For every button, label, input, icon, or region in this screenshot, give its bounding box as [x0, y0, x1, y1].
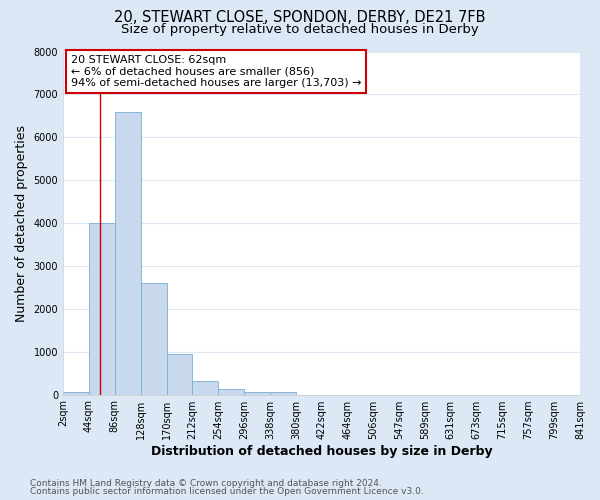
Text: 20 STEWART CLOSE: 62sqm
← 6% of detached houses are smaller (856)
94% of semi-de: 20 STEWART CLOSE: 62sqm ← 6% of detached… [71, 55, 361, 88]
Bar [193, 382, 218, 394]
Bar [140, 283, 167, 395]
Bar [270, 392, 296, 394]
Y-axis label: Number of detached properties: Number of detached properties [15, 124, 28, 322]
Text: Contains HM Land Registry data © Crown copyright and database right 2024.: Contains HM Land Registry data © Crown c… [30, 478, 382, 488]
Bar [244, 392, 270, 394]
Bar [63, 392, 89, 394]
X-axis label: Distribution of detached houses by size in Derby: Distribution of detached houses by size … [151, 444, 493, 458]
Bar [89, 223, 115, 394]
Text: Size of property relative to detached houses in Derby: Size of property relative to detached ho… [121, 22, 479, 36]
Bar [115, 112, 140, 395]
Text: 20, STEWART CLOSE, SPONDON, DERBY, DE21 7FB: 20, STEWART CLOSE, SPONDON, DERBY, DE21 … [114, 10, 486, 25]
Bar [218, 390, 244, 394]
Bar [167, 354, 193, 395]
Text: Contains public sector information licensed under the Open Government Licence v3: Contains public sector information licen… [30, 487, 424, 496]
